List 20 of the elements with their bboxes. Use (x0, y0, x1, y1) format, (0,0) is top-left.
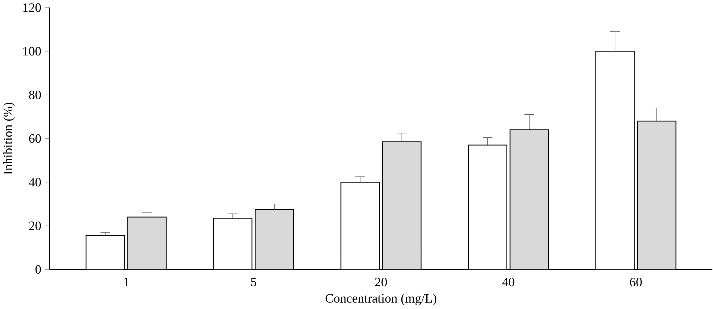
y-tick-label: 0 (36, 265, 42, 274)
y-tick-label: 60 (29, 134, 42, 144)
x-tick-label: 60 (630, 278, 642, 287)
y-tick-label: 80 (29, 90, 42, 100)
bar (596, 51, 635, 270)
x-tick-label: 1 (124, 278, 129, 286)
x-tick-label: 40 (502, 278, 515, 287)
bar (637, 120, 677, 270)
bar (510, 130, 549, 270)
bar (255, 210, 294, 270)
x-tick-label: 5 (251, 278, 257, 286)
bar (382, 142, 422, 270)
x-tick-label: 20 (375, 278, 388, 287)
y-axis-title: Inhibition (%) (4, 102, 16, 175)
y-tick-label: 40 (29, 178, 42, 187)
y-tick-label: 120 (24, 3, 42, 12)
y-tick-label: 20 (29, 222, 42, 230)
bar (128, 217, 166, 270)
x-axis-title: Concentration (mg/L) (326, 294, 437, 306)
y-tick-label: 100 (24, 47, 42, 56)
